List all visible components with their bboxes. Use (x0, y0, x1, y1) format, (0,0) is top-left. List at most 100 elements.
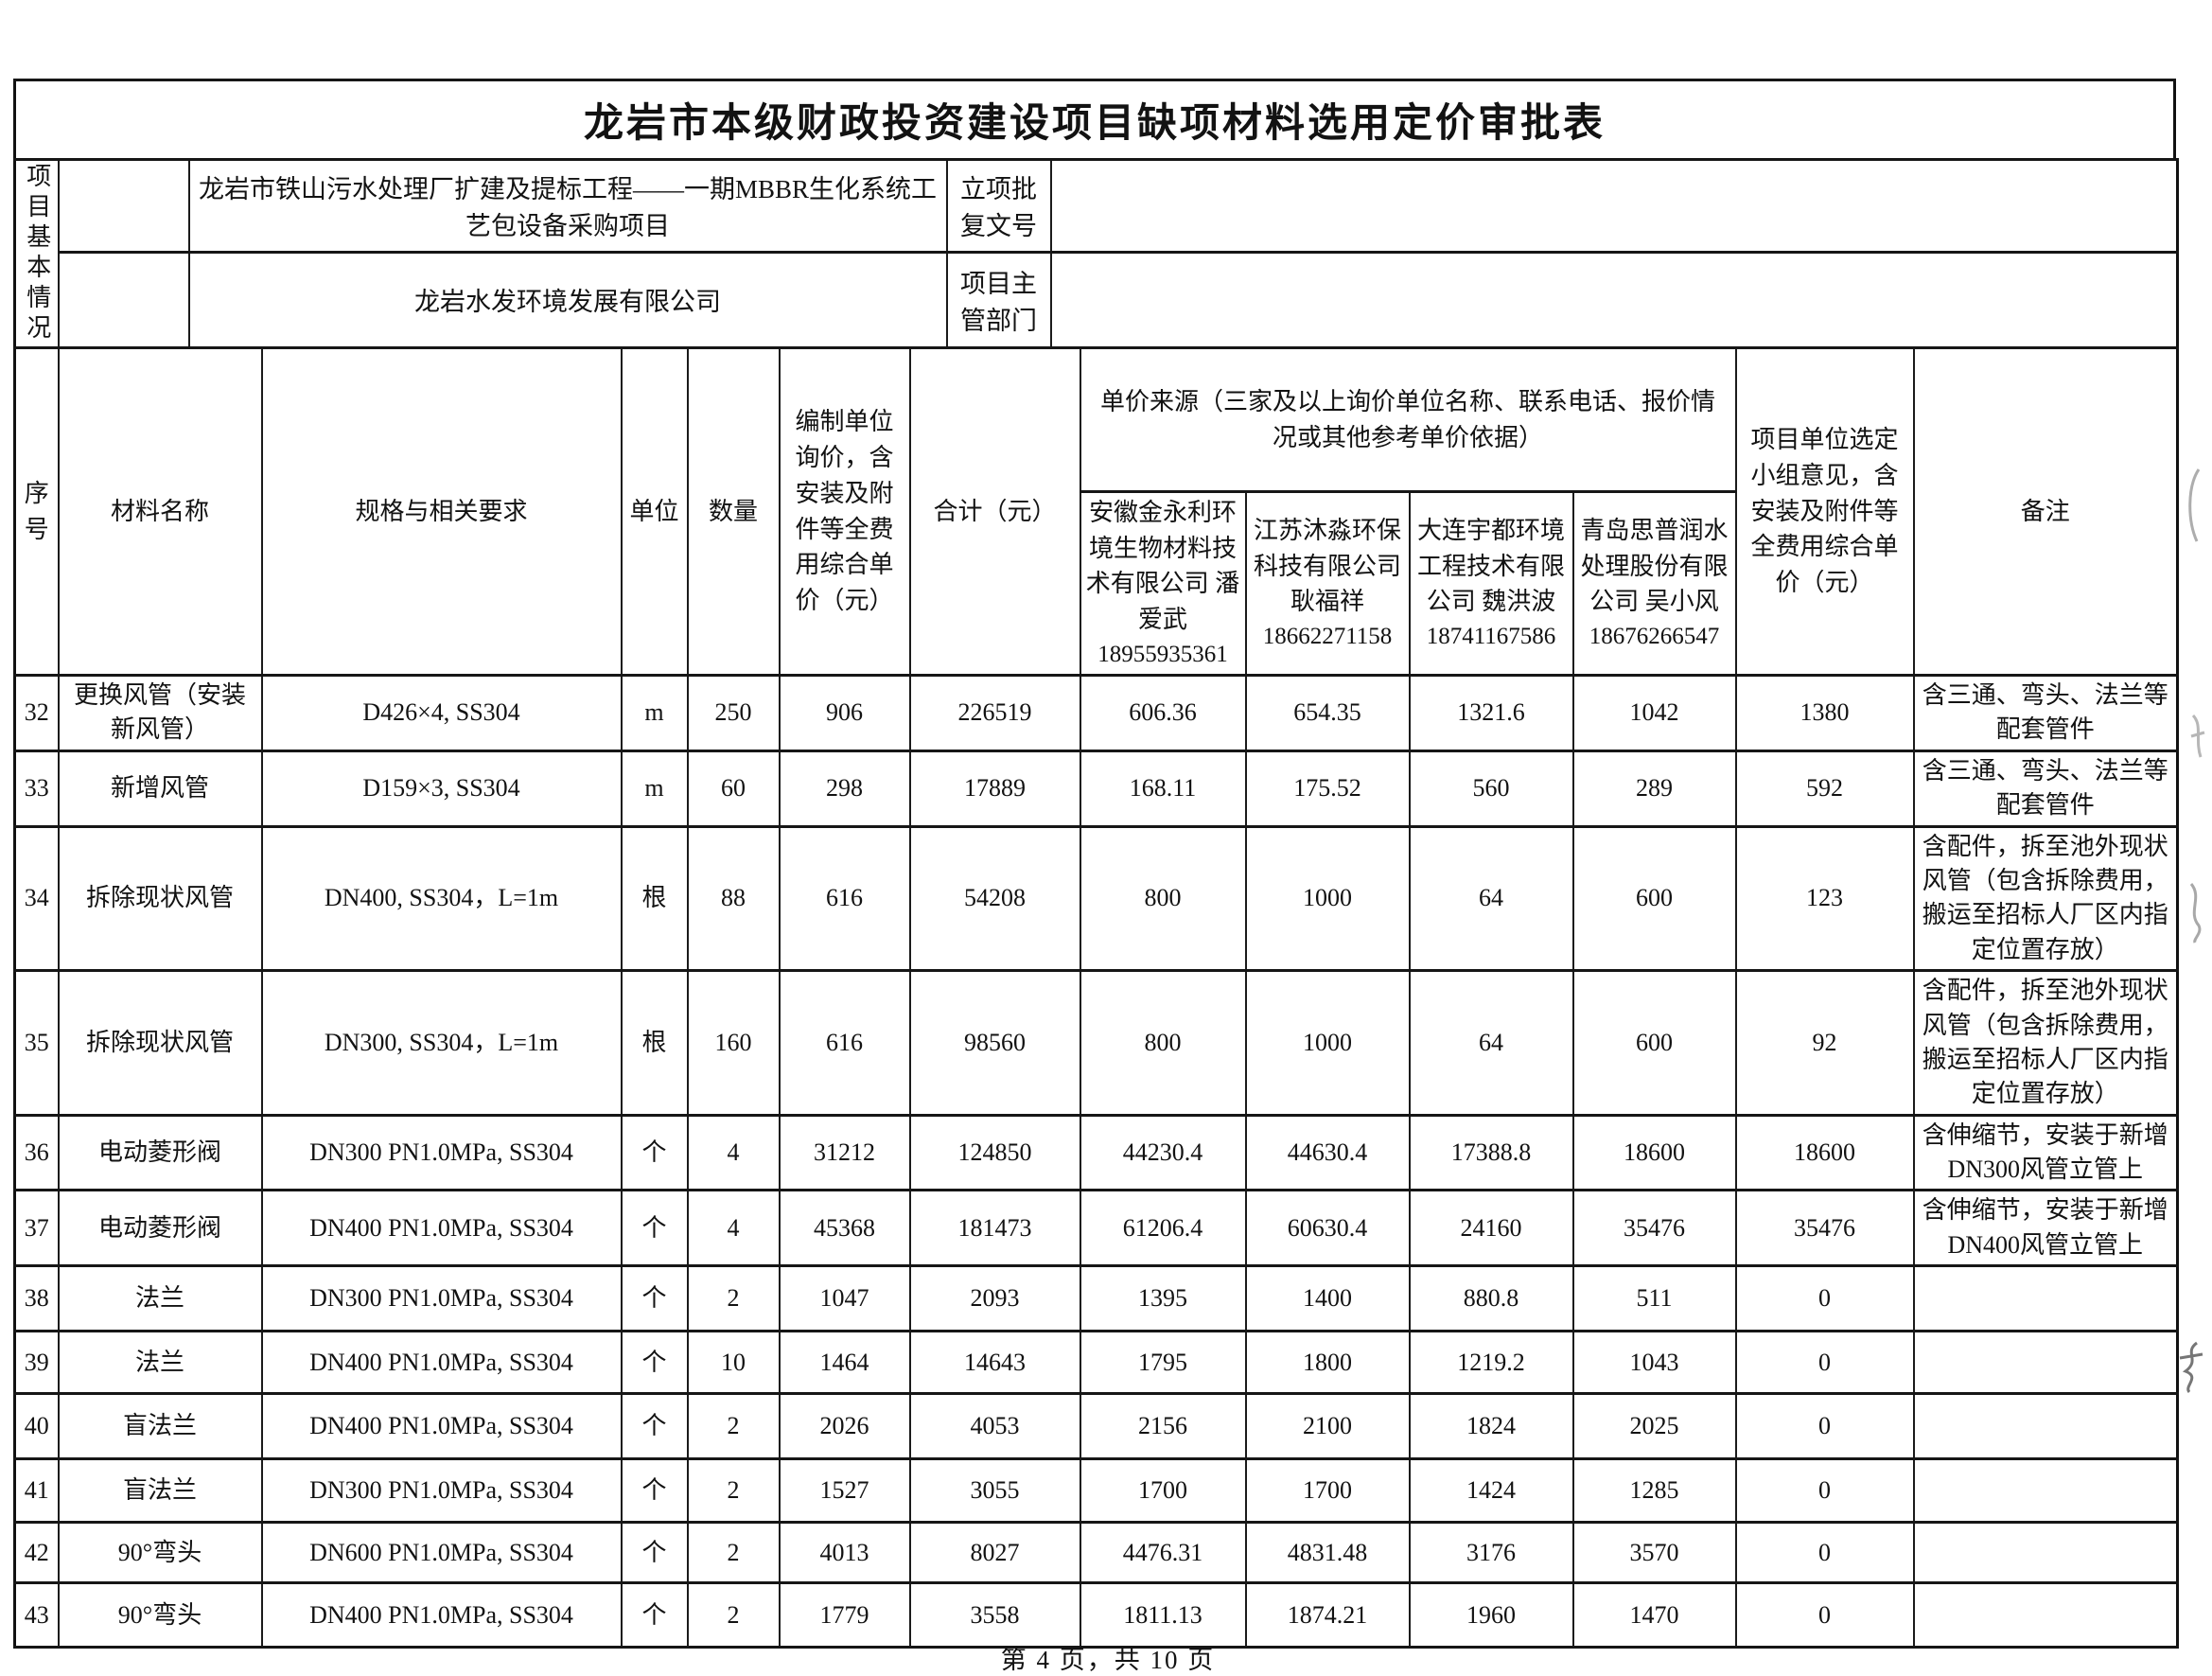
cell-remark (1912, 1330, 2179, 1396)
document-title: 龙岩市本级财政投资建设项目缺项材料选用定价审批表 (13, 79, 2176, 161)
cell-seq: 35 (13, 969, 60, 1117)
col-header-spec: 规格与相关要求 (260, 346, 623, 677)
cell-seq: 43 (13, 1581, 60, 1650)
cell-quote-vendor-4: 1470 (1571, 1581, 1737, 1650)
cell-quote-vendor-1: 800 (1079, 969, 1247, 1117)
unit-label-cell (57, 250, 190, 350)
cell-quote-vendor-1: 4476.31 (1079, 1521, 1247, 1585)
cell-remark: 含伸缩节，安装于新增DN300风管立管上 (1912, 1113, 2179, 1192)
vendor-3-phone: 18741167586 (1426, 623, 1556, 649)
cell-unit: 个 (620, 1581, 689, 1650)
cell-selected-price: 592 (1734, 749, 1915, 828)
cell-material: 新增风管 (57, 749, 263, 828)
project-name-row: 项目基本情况 龙岩市铁山污水处理厂扩建及提标工程——一期MBBR生化系统工艺包设… (13, 158, 2179, 349)
cell-remark (1912, 1457, 2179, 1525)
col-header-vendor-1: 安徽金永利环境生物材料技术有限公司 潘爱武 18955935361 (1079, 490, 1247, 677)
cell-qty: 2 (686, 1264, 781, 1333)
vendor-1-phone: 18955935361 (1097, 641, 1228, 667)
cell-unit: m (620, 674, 689, 752)
cell-quote-vendor-3: 1219.2 (1408, 1330, 1574, 1396)
cell-remark: 含伸缩节，安装于新增DN400风管立管上 (1912, 1189, 2179, 1268)
cell-quote-vendor-4: 1285 (1571, 1457, 1737, 1525)
cell-unit-price: 1779 (778, 1581, 911, 1650)
cell-total: 54208 (908, 824, 1081, 973)
table-row: 33 新增风管 D159×3, SS304 m 60 298 17889 168.11 175.… (13, 749, 2179, 828)
cell-quote-vendor-1: 800 (1079, 824, 1247, 973)
vendor-4-phone: 18676266547 (1589, 623, 1720, 649)
cell-quote-vendor-1: 61206.4 (1079, 1189, 1247, 1268)
scan-artifact (2188, 468, 2201, 542)
cell-selected-price: 0 (1734, 1330, 1915, 1396)
cell-spec: D159×3, SS304 (260, 749, 623, 828)
cell-quote-vendor-4: 2025 (1571, 1392, 1737, 1461)
cell-quote-vendor-2: 1874.21 (1244, 1581, 1411, 1650)
col-header-unit: 单位 (620, 346, 689, 677)
cell-quote-vendor-1: 44230.4 (1079, 1113, 1247, 1192)
col-header-qty: 数量 (686, 346, 781, 677)
table-row: 35 拆除现状风管 DN300, SS304，L=1m 根 160 616 98560 800… (13, 969, 2179, 1117)
cell-spec: DN400 PN1.0MPa, SS304 (260, 1330, 623, 1396)
cell-unit-price: 1047 (778, 1264, 911, 1333)
cell-quote-vendor-2: 1400 (1244, 1264, 1411, 1333)
cell-total: 4053 (908, 1392, 1081, 1461)
cell-quote-vendor-1: 168.11 (1079, 749, 1247, 828)
cell-remark: 含三通、弯头、法兰等配套管件 (1912, 749, 2179, 828)
page-number: 第 4 页，共 10 页 (1000, 1646, 1216, 1675)
cell-quote-vendor-4: 289 (1571, 749, 1737, 828)
cell-unit-price: 4013 (778, 1521, 911, 1585)
table-row: 34 拆除现状风管 DN400, SS304，L=1m 根 88 616 54208 800 1… (13, 824, 2179, 973)
cell-quote-vendor-1: 1700 (1079, 1457, 1247, 1525)
col-header-inquiry-price: 编制单位询价，含安装及附件等全费用综合单价（元） (778, 346, 911, 677)
cell-quote-vendor-2: 1800 (1244, 1330, 1411, 1396)
cell-remark (1912, 1521, 2179, 1585)
cell-unit: 个 (620, 1457, 689, 1525)
cell-spec: D426×4, SS304 (260, 674, 623, 752)
cell-quote-vendor-2: 1000 (1244, 969, 1411, 1117)
cell-remark (1912, 1264, 2179, 1333)
cell-qty: 2 (686, 1521, 781, 1585)
col-header-total: 合计（元） (908, 346, 1081, 677)
cell-qty: 4 (686, 1189, 781, 1268)
cell-quote-vendor-3: 24160 (1408, 1189, 1574, 1268)
col-header-material: 材料名称 (57, 346, 263, 677)
header-row-top: 序号 材料名称 规格与相关要求 单位 数量 编制单位询价，含安装及附件等全费用综… (13, 346, 2179, 677)
cell-spec: DN600 PN1.0MPa, SS304 (260, 1521, 623, 1585)
cell-material: 电动菱形阀 (57, 1113, 263, 1192)
cell-quote-vendor-4: 1042 (1571, 674, 1737, 752)
cell-quote-vendor-2: 1000 (1244, 824, 1411, 973)
cell-quote-vendor-1: 2156 (1079, 1392, 1247, 1461)
cell-quote-vendor-4: 600 (1571, 969, 1737, 1117)
material-rows: 32 更换风管（安装新风管） D426×4, SS304 m 250 906 226519 6… (13, 674, 2179, 1650)
cell-remark (1912, 1392, 2179, 1461)
competent-dept-label: 项目主管部门 (945, 250, 1052, 350)
cell-qty: 4 (686, 1113, 781, 1192)
cell-selected-price: 92 (1734, 969, 1915, 1117)
cell-total: 2093 (908, 1264, 1081, 1333)
cell-seq: 40 (13, 1392, 60, 1461)
table-row: 41 盲法兰 DN300 PN1.0MPa, SS304 个 2 1527 3055 1700… (13, 1457, 2179, 1525)
cell-quote-vendor-4: 1043 (1571, 1330, 1737, 1396)
col-header-seq: 序号 (13, 346, 60, 677)
cell-unit: 个 (620, 1264, 689, 1333)
cell-unit: 个 (620, 1521, 689, 1585)
cell-total: 3055 (908, 1457, 1081, 1525)
col-header-vendor-2: 江苏沐淼环保科技有限公司 耿福祥 18662271158 (1244, 490, 1411, 677)
cell-quote-vendor-2: 2100 (1244, 1392, 1411, 1461)
col-header-price-source-group: 单价来源（三家及以上询价单位名称、联系电话、报价情况或其他参考单价依据） (1079, 346, 1737, 493)
cell-unit-price: 616 (778, 824, 911, 973)
col-header-selected-price: 项目单位选定小组意见，含安装及附件等全费用综合单价（元） (1734, 346, 1915, 677)
cell-remark (1912, 1581, 2179, 1650)
table-row: 32 更换风管（安装新风管） D426×4, SS304 m 250 906 226519 6… (13, 674, 2179, 752)
cell-selected-price: 0 (1734, 1521, 1915, 1585)
cell-total: 181473 (908, 1189, 1081, 1268)
cell-quote-vendor-2: 44630.4 (1244, 1113, 1411, 1192)
cell-unit-price: 1527 (778, 1457, 911, 1525)
table-row: 36 电动菱形阀 DN300 PN1.0MPa, SS304 个 4 31212 12485… (13, 1113, 2179, 1192)
table-row: 42 90°弯头 DN600 PN1.0MPa, SS304 个 2 4013 8027 44… (13, 1521, 2179, 1585)
project-info-table: 项目基本情况 龙岩市铁山污水处理厂扩建及提标工程——一期MBBR生化系统工艺包设… (13, 158, 2179, 350)
cell-quote-vendor-3: 1824 (1408, 1392, 1574, 1461)
cell-unit: 根 (620, 969, 689, 1117)
cell-remark: 含配件，拆至池外现状风管（包含拆除费用，搬运至招标人厂区内指定位置存放） (1912, 824, 2179, 973)
cell-total: 17889 (908, 749, 1081, 828)
cell-quote-vendor-2: 175.52 (1244, 749, 1411, 828)
